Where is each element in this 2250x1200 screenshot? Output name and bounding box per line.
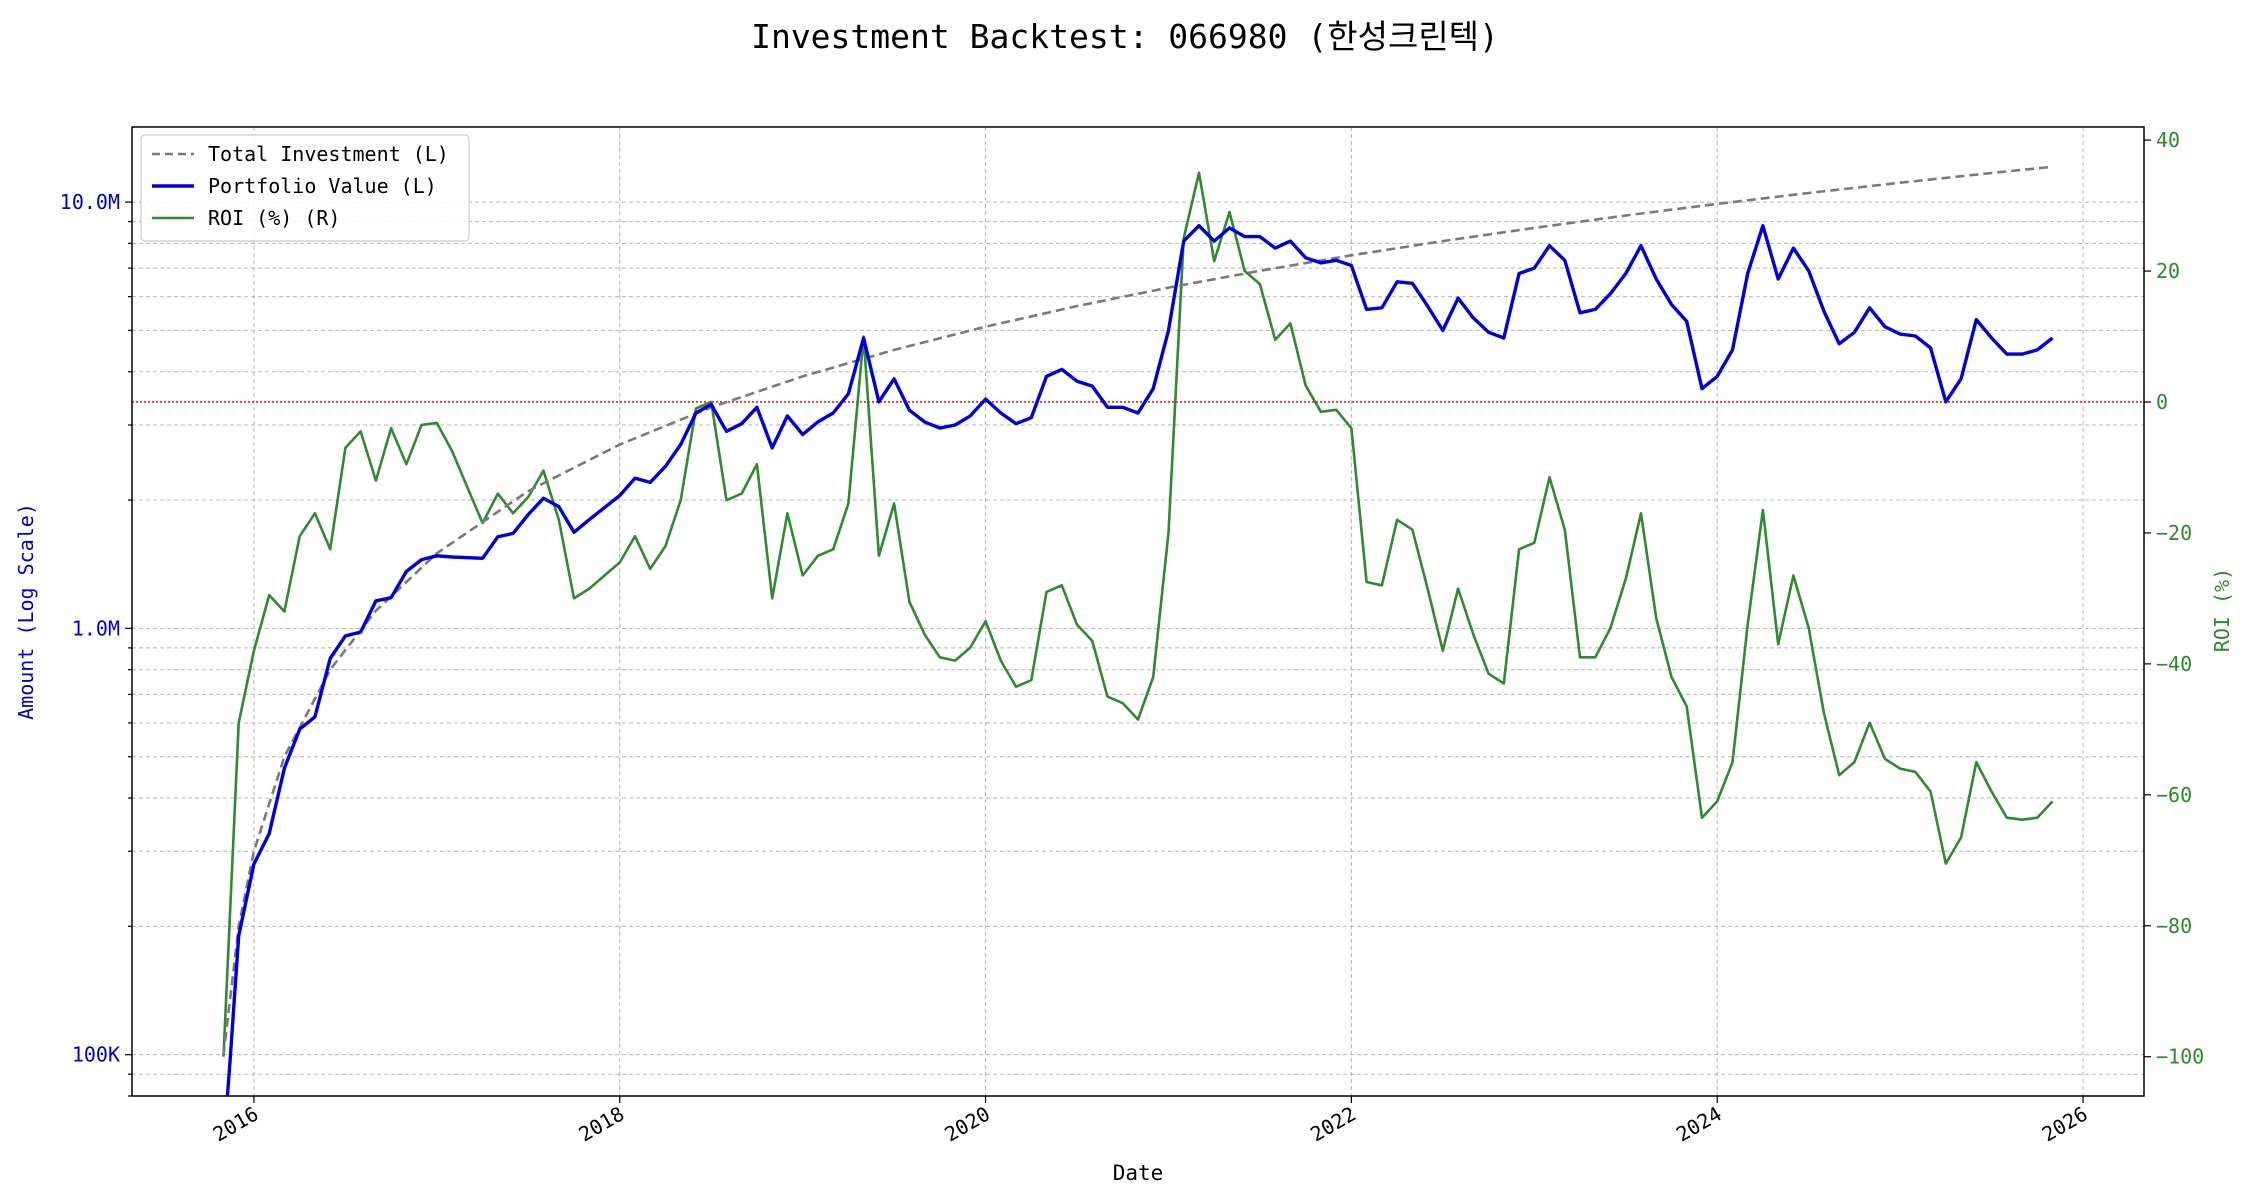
y-right-tick-label: −40: [2156, 652, 2192, 676]
y-right-tick-label: 40: [2156, 128, 2180, 152]
legend-label: ROI (%) (R): [208, 206, 340, 230]
series-line-0: [222, 165, 2053, 1055]
y-right-tick-label: 20: [2156, 259, 2180, 283]
series-lines: [222, 165, 2054, 1096]
y-left-tick-label: 10.0M: [60, 190, 120, 214]
y-right-tick-label: −60: [2156, 783, 2192, 807]
y-right-tick-label: −80: [2156, 914, 2192, 938]
y-right-tick-label: −20: [2156, 521, 2192, 545]
y-right-tick-label: −100: [2156, 1045, 2204, 1069]
x-tick-label: 2022: [1306, 1102, 1360, 1147]
x-tick-label: 2020: [940, 1102, 994, 1147]
axis-ticks: 2016 2018 2020 2022 2024 2026 100K 1.0M 10.0M 40 2…: [60, 128, 2204, 1146]
x-tick-label: 2024: [1672, 1102, 1726, 1147]
y-left-tick-label: 100K: [72, 1043, 120, 1067]
x-tick-label: 2016: [209, 1102, 263, 1147]
legend-box: [140, 134, 470, 242]
series-line-2: [222, 171, 2054, 1057]
plot-frame: [131, 126, 2145, 1097]
y-axis-label-right: ROI (%): [2210, 568, 2234, 652]
x-tick-label: 2018: [575, 1102, 629, 1147]
y-axis-label-left: Amount (Log Scale): [14, 503, 38, 720]
grid-lines: [132, 127, 2144, 1097]
legend: Total Investment (L) Portfolio Value (L) R…: [140, 134, 470, 242]
chart-title: Investment Backtest: 066980 (한성크린텍): [751, 17, 1499, 56]
x-axis-label: Date: [1113, 1161, 1164, 1185]
x-tick-label: 2026: [2038, 1102, 2092, 1147]
legend-label: Portfolio Value (L): [208, 174, 437, 198]
series-line-1: [225, 223, 2054, 1096]
y-left-tick-label: 1.0M: [72, 616, 120, 640]
y-right-tick-label: 0: [2156, 390, 2168, 414]
legend-label: Total Investment (L): [208, 142, 449, 166]
